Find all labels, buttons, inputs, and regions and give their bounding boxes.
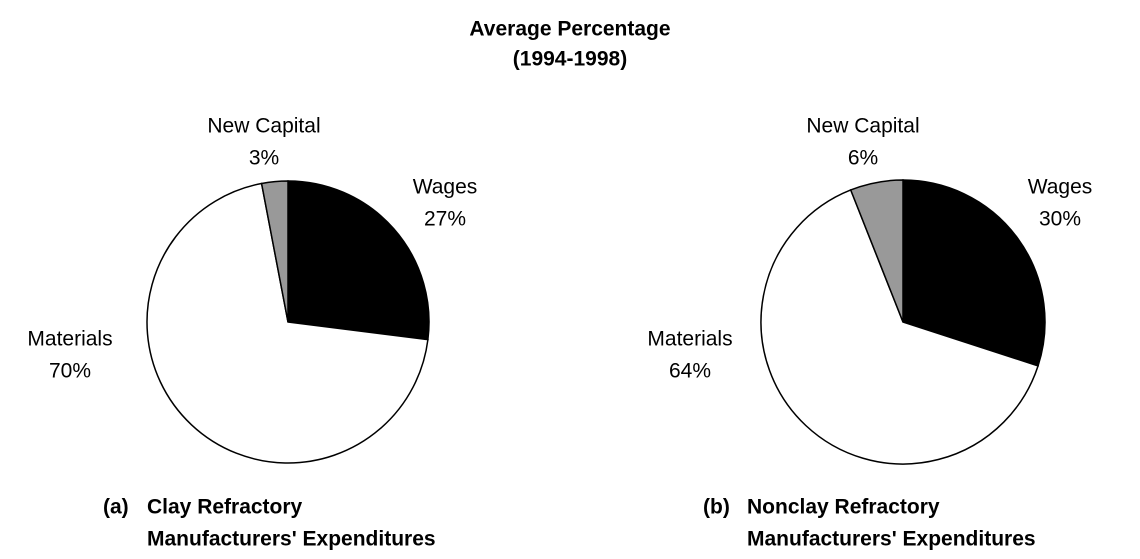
caption-label: (b) [703,496,730,519]
slice-label: New Capital [207,115,320,138]
caption-title: Clay Refractory [147,496,303,519]
pie-slice [287,180,430,341]
chart-title: (1994-1998) [513,48,627,71]
slice-value-label: 6% [848,147,878,170]
chart-title: Average Percentage [469,18,670,41]
slice-value-label: 64% [669,360,711,383]
slice-value-label: 3% [249,147,279,170]
pie-slice [902,179,1046,367]
pie-slice [146,182,429,464]
slice-label: Wages [1028,176,1093,199]
slice-label: New Capital [806,115,919,138]
caption-title: Manufacturers' Expenditures [147,528,436,551]
slice-value-label: 27% [424,208,466,231]
slice-value-label: 30% [1039,208,1081,231]
slice-label: Materials [27,328,112,351]
caption-title: Nonclay Refractory [747,496,940,519]
slice-label: Materials [647,328,732,351]
pie-slice [849,179,904,323]
caption-title: Manufacturers' Expenditures [747,528,1036,551]
pie-slice [260,180,289,323]
slice-label: Wages [413,176,478,199]
caption-label: (a) [103,496,129,519]
pie-slice [760,188,1039,465]
slice-value-label: 70% [49,360,91,383]
